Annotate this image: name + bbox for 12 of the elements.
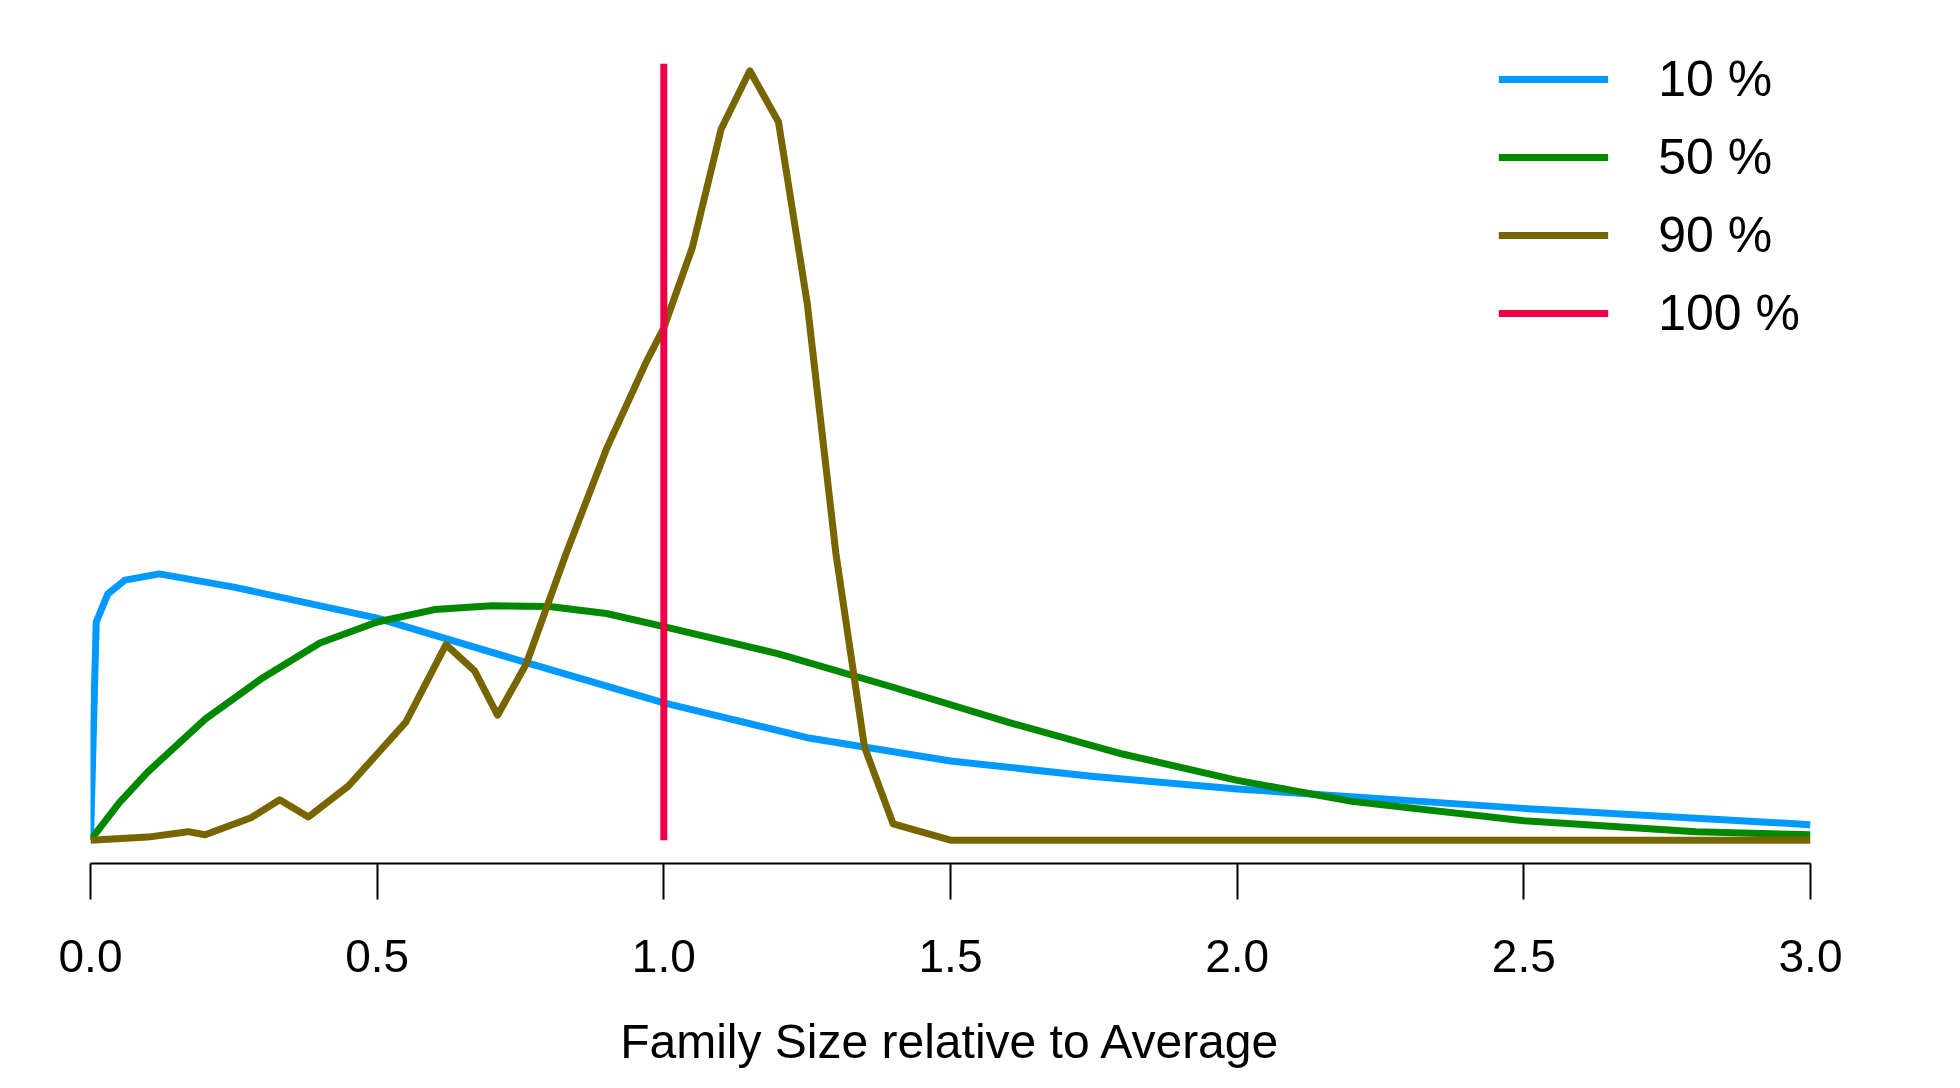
x-tick-label: 3.0 xyxy=(1778,929,1843,982)
legend-label: 90 % xyxy=(1658,206,1773,264)
x-tick-label: 0.0 xyxy=(58,929,123,982)
x-tick-label: 2.0 xyxy=(1205,929,1270,982)
x-tick-label: 1.5 xyxy=(918,929,983,982)
legend-label: 10 % xyxy=(1658,50,1773,108)
x-axis-title: Family Size relative to Average xyxy=(620,1014,1279,1068)
x-tick-label: 2.5 xyxy=(1491,929,1556,982)
legend-label: 100 % xyxy=(1658,284,1800,342)
x-tick-label: 0.5 xyxy=(345,929,410,982)
legend-label: 50 % xyxy=(1658,128,1773,186)
x-tick-label: 1.0 xyxy=(631,929,696,982)
